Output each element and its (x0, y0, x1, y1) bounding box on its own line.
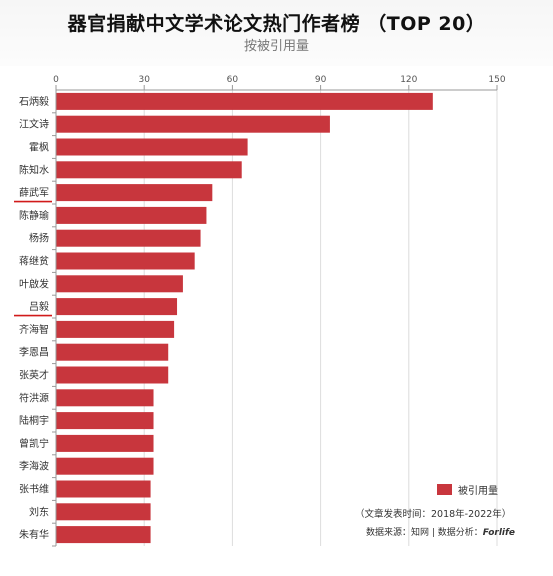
category-label: 陈知水 (19, 163, 49, 176)
bar (56, 503, 151, 521)
category-label: 霍枫 (29, 141, 49, 154)
bar (56, 480, 151, 498)
legend: 被引用量 (437, 482, 498, 497)
bar (56, 434, 154, 452)
category-label: 李恩昌 (19, 346, 49, 359)
bar (56, 115, 330, 133)
legend-swatch (437, 484, 452, 495)
category-label: 符洪源 (19, 391, 49, 404)
bar (56, 138, 248, 156)
category-label: 叶啟发 (19, 277, 49, 290)
x-tick-label: 120 (400, 75, 417, 85)
category-label: 陆桐宇 (19, 414, 49, 427)
bar (56, 184, 213, 202)
x-tick-label: 0 (53, 75, 59, 85)
x-tick-label: 150 (488, 75, 505, 85)
bar (56, 275, 183, 293)
bar (56, 206, 207, 224)
bar (56, 298, 178, 316)
category-label: 杨扬 (29, 232, 49, 245)
bar (56, 320, 175, 338)
category-label: 张英才 (19, 369, 49, 382)
category-label: 张书维 (19, 483, 49, 496)
x-tick-label: 30 (138, 75, 150, 85)
category-label: 刘东 (29, 505, 49, 518)
category-label: 陈静瑜 (19, 209, 49, 222)
bar (56, 92, 433, 110)
category-label: 石炳毅 (19, 95, 49, 108)
legend-label: 被引用量 (458, 486, 498, 497)
bar (56, 526, 151, 544)
bar (56, 229, 201, 247)
bar (56, 457, 154, 475)
bar (56, 366, 169, 384)
x-tick-label: 60 (227, 75, 239, 85)
bar (56, 412, 154, 430)
category-label: 李海波 (19, 460, 49, 473)
data-source: 数据来源：知网 | 数据分析：Forlife (366, 525, 515, 538)
forlife-logo: Forlife (482, 528, 516, 538)
bar (56, 389, 154, 407)
category-label: 蒋继贫 (19, 255, 49, 268)
category-label: 齐海智 (19, 323, 49, 336)
data-source-text: 数据来源：知网 | 数据分析： (366, 528, 483, 538)
category-label: 薛武军 (19, 186, 49, 199)
category-label: 朱有华 (19, 528, 49, 541)
chart-title: 器官捐献中文学术论文热门作者榜 （TOP 20） (67, 13, 486, 35)
bar (56, 343, 169, 361)
bar (56, 252, 195, 270)
publication-period-note: （文章发表时间：2018年-2022年） (355, 509, 512, 520)
category-label: 吕毅 (29, 300, 49, 313)
header-band (0, 0, 553, 66)
category-label: 曾凯宁 (19, 437, 49, 450)
category-label: 江文诗 (19, 118, 49, 131)
x-tick-label: 90 (315, 75, 327, 85)
chart-subtitle: 按被引用量 (243, 39, 309, 54)
bar (56, 161, 242, 179)
